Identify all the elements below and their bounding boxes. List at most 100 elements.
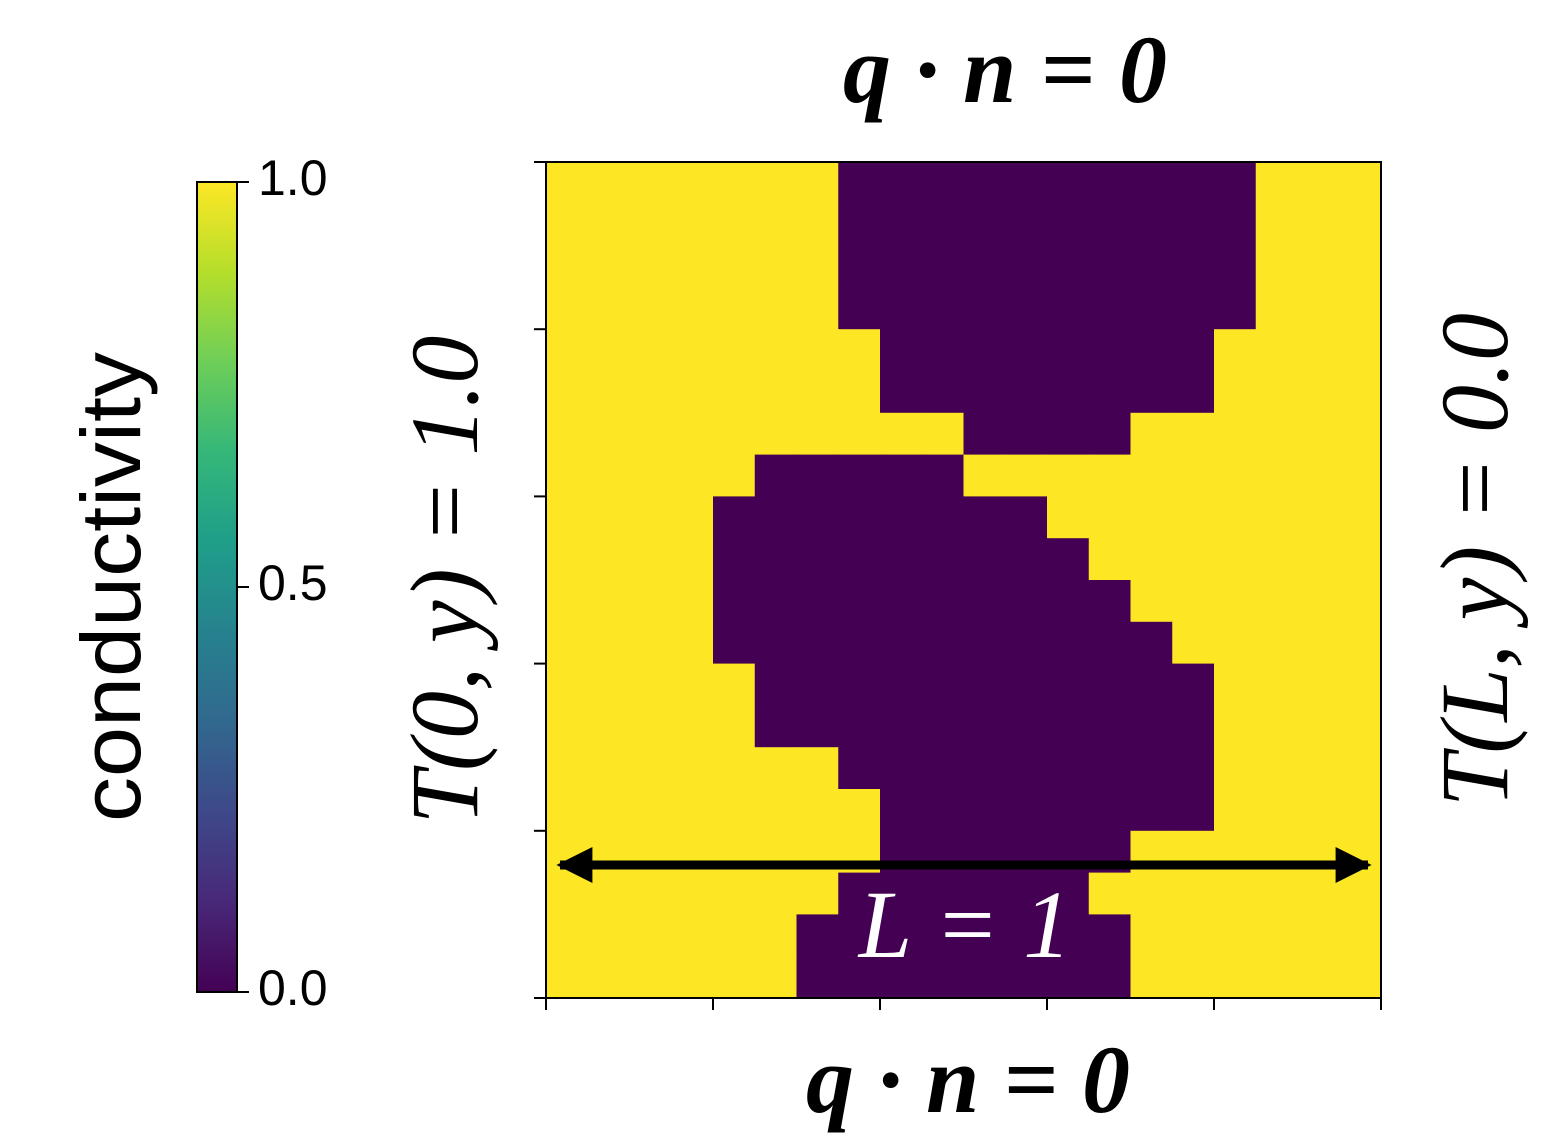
heatmap-cell (754, 747, 798, 790)
heatmap-cell (1172, 203, 1215, 247)
heatmap-cell (1339, 245, 1382, 288)
heatmap-cell (1172, 705, 1215, 748)
heatmap-cell (713, 621, 756, 665)
heatmap-cell (921, 956, 965, 999)
heatmap-cell (1005, 956, 1048, 999)
heatmap-cell (796, 914, 839, 957)
heatmap-cell (1255, 621, 1299, 665)
heatmap-cell (963, 538, 1006, 581)
heatmap-cell (963, 412, 1006, 456)
heatmap-cell (754, 621, 798, 665)
heatmap-cell (587, 412, 631, 456)
heatmap-cell (754, 956, 798, 999)
heatmap-cell (838, 621, 881, 665)
heatmap-cell (1172, 412, 1215, 456)
heatmap-cell (1088, 371, 1132, 414)
heatmap-cell (1130, 956, 1173, 999)
heatmap-cell (838, 162, 881, 205)
heatmap-cell (1130, 538, 1173, 581)
heatmap-cell (629, 412, 672, 456)
heatmap-cell (1047, 621, 1090, 665)
heatmap-cell (1005, 621, 1048, 665)
heatmap-cell (546, 872, 589, 915)
heatmap-cell (587, 371, 631, 414)
heatmap-cell (713, 705, 756, 748)
heatmap-cell (1339, 329, 1382, 372)
heatmap-cell (1339, 412, 1382, 456)
heatmap-cell (587, 162, 631, 205)
heatmap-cell (1172, 371, 1215, 414)
heatmap-cell (921, 287, 965, 330)
heatmap-cell (1255, 663, 1299, 706)
heatmap-cell (1297, 245, 1340, 288)
heatmap-cell (1005, 454, 1048, 497)
heatmap-cell (921, 663, 965, 706)
heatmap-cell (629, 747, 672, 790)
heatmap-cell (1339, 580, 1382, 623)
heatmap-cell (963, 287, 1006, 330)
heatmap-cell (713, 203, 756, 247)
heatmap-cell (671, 162, 714, 205)
heatmap-cell (1130, 454, 1173, 497)
heatmap-cell (1005, 789, 1048, 832)
heatmap-cell (796, 705, 839, 748)
heatmap-cell (880, 371, 923, 414)
heatmap-cell (796, 496, 839, 539)
heatmap-cell (671, 914, 714, 957)
heatmap-cell (713, 245, 756, 288)
heatmap-cell (754, 371, 798, 414)
heatmap-cell (838, 914, 881, 957)
heatmap-cell (1339, 621, 1382, 665)
heatmap-cell (1214, 412, 1257, 456)
heatmap-cell (1255, 245, 1299, 288)
heatmap-cell (838, 663, 881, 706)
heatmap-cell (713, 538, 756, 581)
heatmap-cell (629, 956, 672, 999)
heatmap-cell (1005, 538, 1048, 581)
heatmap-cell (1130, 789, 1173, 832)
heatmap-cell (1005, 287, 1048, 330)
heatmap-cell (1214, 914, 1257, 957)
heatmap-cell (1297, 705, 1340, 748)
heatmap-cell (629, 789, 672, 832)
heatmap-cell (1214, 580, 1257, 623)
heatmap-cell (671, 496, 714, 539)
heatmap-cell (1047, 914, 1090, 957)
heatmap-cell (671, 747, 714, 790)
heatmap-cell (1047, 580, 1090, 623)
heatmap-cell (880, 580, 923, 623)
heatmap-cell (921, 329, 965, 372)
heatmap-cell (1088, 245, 1132, 288)
heatmap-cell (880, 705, 923, 748)
heatmap-cell (921, 580, 965, 623)
heatmap-cell (838, 371, 881, 414)
heatmap-cell (1172, 454, 1215, 497)
heatmap-cell (754, 705, 798, 748)
heatmap-cell (880, 621, 923, 665)
heatmap-cell (921, 621, 965, 665)
heatmap-cell (796, 956, 839, 999)
heatmap-cell (880, 956, 923, 999)
heatmap-cell (1172, 663, 1215, 706)
heatmap-cell (1172, 287, 1215, 330)
heatmap-cell (1130, 329, 1173, 372)
heatmap-cell (1088, 538, 1132, 581)
heatmap-cell (713, 789, 756, 832)
heatmap-cell (1088, 454, 1132, 497)
heatmap-cell (1088, 412, 1132, 456)
heatmap-cell (629, 496, 672, 539)
heatmap-cell (880, 203, 923, 247)
heatmap-cell (671, 789, 714, 832)
heatmap-cell (546, 538, 589, 581)
bottom-boundary-label: q · n = 0 (806, 1026, 1130, 1133)
heatmap-cell (629, 162, 672, 205)
heatmap-cell (1088, 956, 1132, 999)
heatmap-cell (1172, 245, 1215, 288)
heatmap-cell (796, 412, 839, 456)
heatmap-cell (1172, 914, 1215, 957)
heatmap-cell (546, 914, 589, 957)
heatmap-cell (1255, 496, 1299, 539)
heatmap-cell (921, 914, 965, 957)
heatmap-cell (754, 663, 798, 706)
heatmap-cell (796, 329, 839, 372)
